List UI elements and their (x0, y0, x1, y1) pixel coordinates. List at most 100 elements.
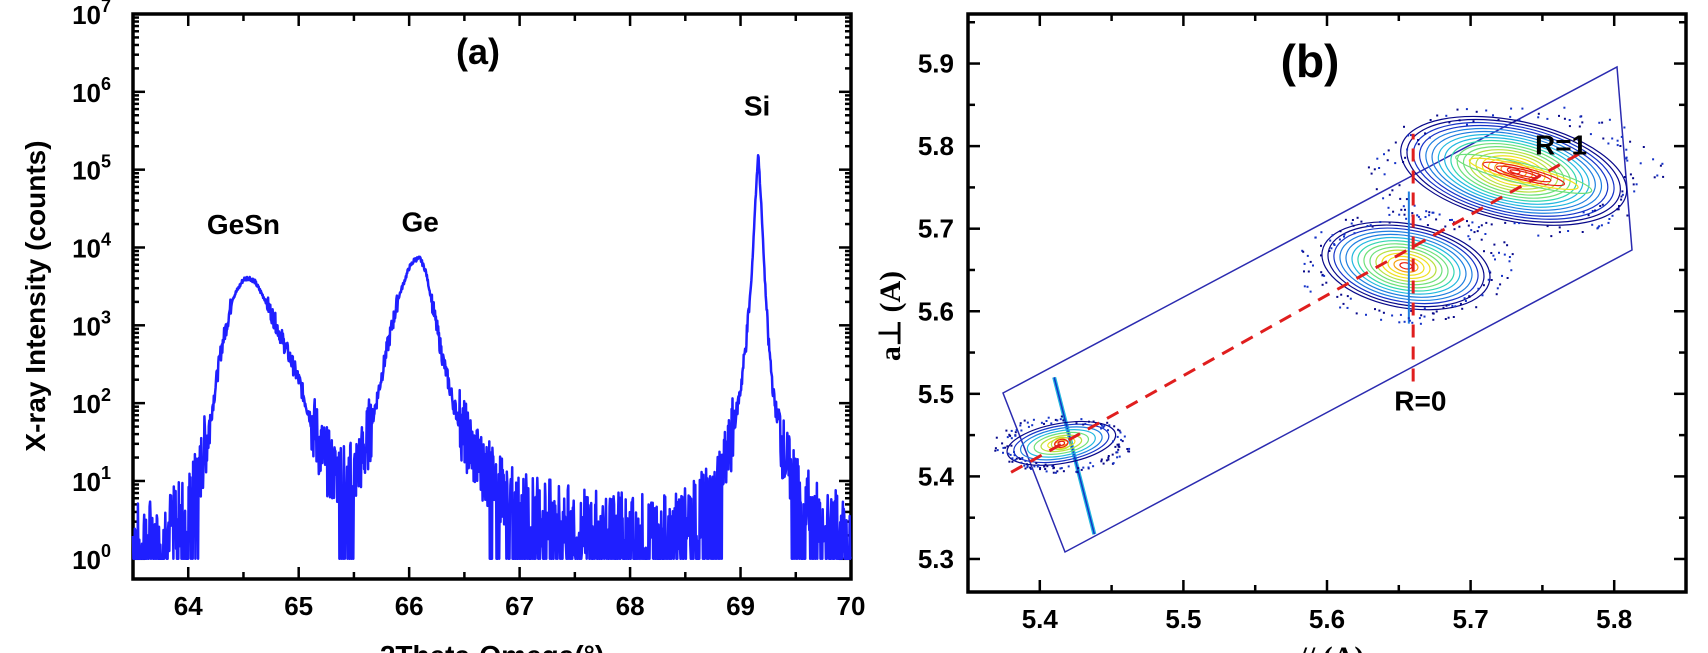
speckle (1330, 247, 1333, 250)
contour-line (1054, 438, 1069, 449)
speckle (1445, 114, 1448, 117)
speckle (1044, 463, 1047, 466)
speckle (1039, 468, 1041, 471)
speckle (1652, 158, 1655, 161)
speckle (1513, 222, 1516, 225)
speckle (1325, 281, 1328, 284)
speckle (1618, 205, 1620, 207)
relaxation-label: R=0 (1394, 385, 1446, 416)
speckle (1639, 162, 1642, 165)
speckle (1114, 445, 1117, 448)
speckle (1620, 198, 1623, 201)
speckle (1370, 172, 1373, 175)
speckle (1112, 462, 1115, 465)
speckle (1398, 213, 1401, 216)
speckle (1117, 443, 1120, 446)
speckle (1659, 164, 1662, 167)
speckle (1312, 264, 1314, 267)
contour-line (1019, 426, 1103, 461)
relaxation-label: R=1 (1535, 129, 1587, 160)
y-tick-label: 5.3 (918, 544, 954, 574)
speckle (1424, 216, 1427, 218)
speckle (1411, 321, 1414, 324)
speckle (1306, 254, 1309, 257)
speckle (1067, 465, 1070, 468)
speckle (1059, 418, 1062, 421)
speckle (1030, 467, 1032, 470)
speckle (1060, 415, 1063, 418)
speckle (1105, 459, 1108, 462)
speckle (1471, 221, 1474, 224)
speckle (1472, 120, 1475, 123)
x-tick-label: 64 (174, 591, 203, 621)
speckle (1442, 306, 1445, 309)
speckle (1508, 256, 1511, 258)
speckle (1320, 271, 1323, 274)
speckle (1653, 176, 1656, 179)
speckle (1464, 300, 1467, 302)
speckle (1080, 468, 1083, 471)
speckle (1490, 252, 1493, 254)
speckle (1024, 459, 1027, 462)
speckle (1303, 285, 1306, 288)
speckle (1428, 211, 1431, 214)
panel-b-reciprocal-space-map: 5.4 5.5 5.6 5.7 5.8 5.3 5.4 5.5 5.6 5.7 5.8 5.9 (b… (874, 12, 1688, 653)
speckle (1405, 217, 1408, 220)
speckle (1398, 321, 1401, 324)
y-tick-label: 103 (72, 307, 111, 341)
speckle (1591, 223, 1594, 226)
speckle (1054, 418, 1057, 421)
y-tick-label: 101 (72, 463, 111, 497)
speckle (1118, 455, 1121, 458)
speckle (1510, 269, 1513, 272)
speckle (1387, 149, 1390, 152)
speckle (1405, 198, 1408, 201)
speckle (1388, 213, 1391, 216)
speckle (1126, 448, 1129, 450)
speckle (1107, 458, 1110, 461)
speckle (1323, 274, 1326, 277)
speckle (1492, 114, 1494, 117)
speckle (1116, 451, 1119, 454)
speckle (1382, 197, 1385, 200)
x-tick-label: 5.7 (1453, 604, 1489, 634)
contour-line (1444, 136, 1584, 205)
speckle (1075, 422, 1078, 425)
speckle (1477, 287, 1480, 290)
speckle (1009, 453, 1012, 456)
speckle (1302, 250, 1305, 253)
speckle (1403, 213, 1406, 216)
speckle (1107, 456, 1110, 459)
speckle (1388, 221, 1391, 224)
speckle (1598, 225, 1601, 228)
speckle (1108, 424, 1111, 427)
speckle (994, 447, 997, 450)
contour-line (1026, 429, 1096, 458)
speckle (1632, 183, 1635, 186)
speckle (1410, 309, 1413, 312)
speckle (1346, 306, 1349, 309)
speckle (1619, 145, 1622, 147)
speckle (1537, 116, 1540, 119)
y-tick-label: 104 (72, 229, 111, 263)
speckle (1026, 421, 1029, 424)
panel-a-y-tick-labels: 100 101 102 103 104 105 106 107 (72, 0, 111, 575)
speckle (1036, 465, 1039, 468)
panel-b-y-axis-label: a⊥ (A) (874, 271, 907, 361)
speckle (1331, 234, 1334, 237)
speckle (1024, 467, 1027, 470)
series-line-xrd-intensity (131, 153, 852, 561)
speckle (1447, 303, 1450, 306)
speckle (1342, 302, 1345, 305)
speckle (1621, 193, 1624, 196)
speckle (1487, 278, 1490, 281)
speckle (1501, 274, 1503, 277)
speckle (1102, 462, 1105, 465)
y-tick-label: 102 (72, 385, 111, 419)
speckle (1019, 424, 1022, 427)
speckle (1503, 253, 1506, 256)
x-tick-label: 66 (395, 591, 424, 621)
speckle (1375, 188, 1378, 191)
contour-line (1400, 115, 1628, 226)
speckle (1499, 283, 1502, 286)
